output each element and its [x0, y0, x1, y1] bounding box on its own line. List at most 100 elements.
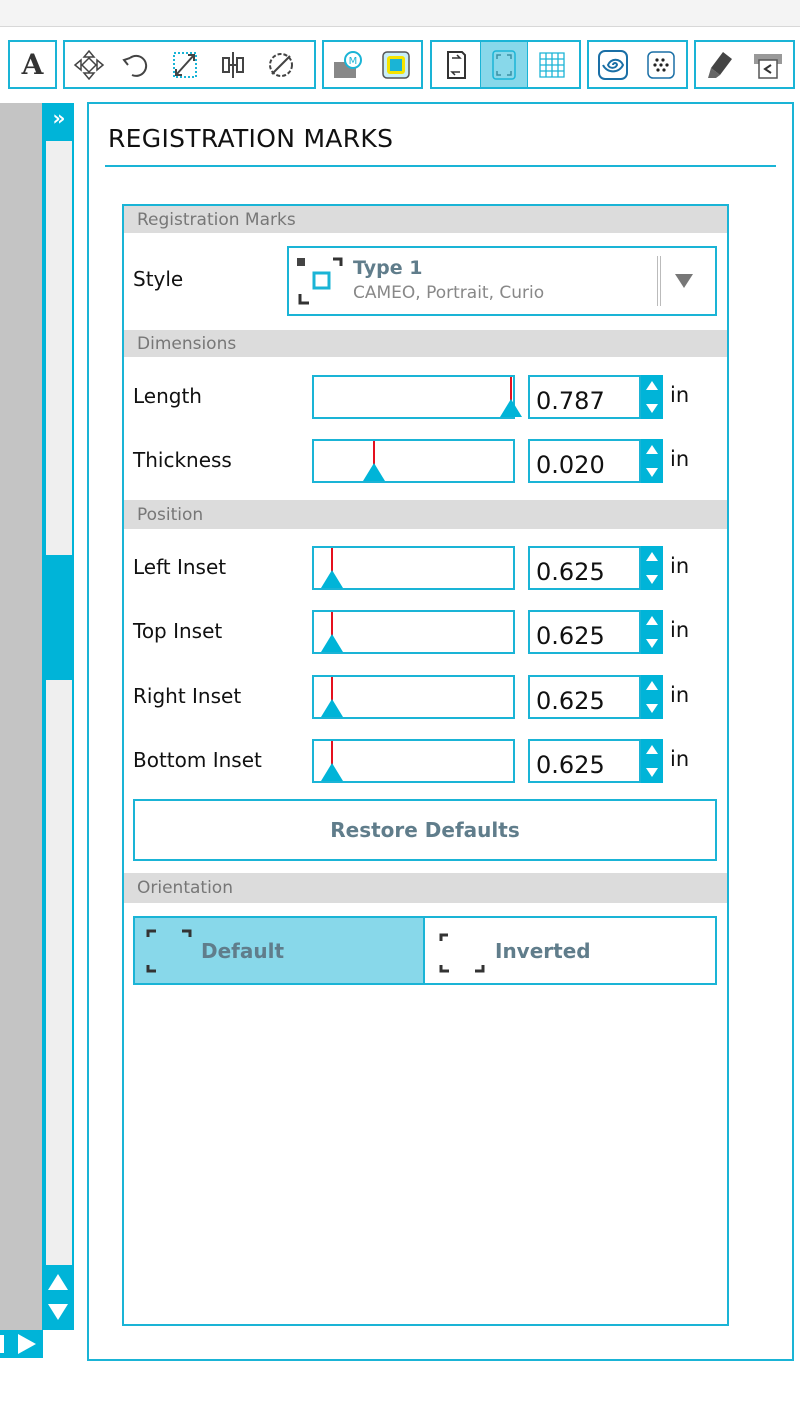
stepper-up-icon[interactable]	[646, 681, 658, 690]
style-dropdown[interactable]: Type 1 CAMEO, Portrait, Curio	[287, 246, 717, 316]
top-inset-stepper[interactable]	[641, 610, 663, 654]
send-to-cutter-icon	[754, 53, 782, 79]
scroll-down-arrow-icon[interactable]	[48, 1304, 68, 1320]
toolbar-group-text: A	[8, 40, 57, 89]
slider-marker	[331, 548, 333, 576]
thickness-input[interactable]: 0.020	[528, 439, 641, 483]
scroll-thumb[interactable]	[42, 555, 74, 680]
top-inset-input[interactable]: 0.625	[528, 610, 641, 654]
length-slider[interactable]	[312, 375, 522, 419]
scroll-track[interactable]	[46, 141, 72, 1265]
bottom-inset-slider[interactable]	[312, 739, 515, 783]
toolbar-group-library: M	[322, 40, 423, 89]
slider-handle[interactable]	[321, 699, 343, 717]
top-inset-label: Top Inset	[133, 619, 223, 643]
library-button[interactable]: M	[324, 42, 372, 87]
section-position: Position	[124, 500, 727, 529]
slider-handle[interactable]	[321, 763, 343, 781]
slider-handle[interactable]	[500, 399, 522, 417]
stepper-down-icon[interactable]	[646, 575, 658, 584]
toolbar-group-send	[694, 40, 795, 89]
move-button[interactable]	[65, 42, 113, 87]
thickness-slider[interactable]	[312, 439, 515, 483]
stepper-up-icon[interactable]	[646, 552, 658, 561]
horizontal-scrollbar[interactable]	[0, 1330, 43, 1358]
bottom-inset-stepper[interactable]	[641, 739, 663, 783]
scale-button[interactable]	[161, 42, 209, 87]
style-selected-title: Type 1	[353, 257, 423, 279]
rotate-button[interactable]	[113, 42, 161, 87]
scroll-left-arrow-icon[interactable]	[0, 1335, 4, 1353]
length-label: Length	[133, 384, 202, 408]
left-inset-slider[interactable]	[312, 546, 515, 590]
thickness-unit: in	[670, 447, 690, 471]
slider-marker	[331, 612, 333, 640]
trace-button[interactable]	[589, 42, 637, 87]
expand-panel-button[interactable]: »	[52, 106, 66, 130]
right-inset-slider[interactable]	[312, 675, 515, 719]
stepper-down-icon[interactable]	[646, 639, 658, 648]
left-inset-unit: in	[670, 554, 690, 578]
left-panel-area	[0, 103, 42, 1331]
dot-pattern-icon	[647, 50, 675, 79]
left-inset-input[interactable]: 0.625	[528, 546, 641, 590]
slider-marker	[373, 441, 375, 469]
offset-button[interactable]	[372, 42, 420, 87]
right-inset-stepper[interactable]	[641, 675, 663, 719]
section-registration-marks: Registration Marks	[124, 206, 727, 233]
registration-marks-icon	[492, 49, 516, 80]
top-inset-slider[interactable]	[312, 610, 515, 654]
settings-box	[122, 204, 729, 1326]
right-inset-unit: in	[670, 683, 690, 707]
slider-handle[interactable]	[321, 570, 343, 588]
stepper-up-icon[interactable]	[646, 381, 658, 390]
dot-pattern-button[interactable]	[637, 42, 685, 87]
send-to-cutter-button[interactable]	[744, 42, 792, 87]
page-setup-button[interactable]	[432, 42, 480, 87]
right-inset-label: Right Inset	[133, 684, 242, 708]
align-button[interactable]	[209, 42, 257, 87]
stepper-up-icon[interactable]	[646, 616, 658, 625]
dropdown-arrow-icon[interactable]	[675, 274, 693, 288]
replicate-icon	[269, 52, 293, 77]
length-unit: in	[670, 383, 690, 407]
scroll-up-arrow-icon[interactable]	[48, 1274, 68, 1290]
window-top-bar	[0, 0, 800, 27]
stepper-up-icon[interactable]	[646, 745, 658, 754]
orientation-default-button[interactable]: Default	[133, 916, 425, 985]
length-stepper[interactable]	[641, 375, 663, 419]
scroll-right-arrow-icon[interactable]	[18, 1334, 36, 1354]
thickness-stepper[interactable]	[641, 439, 663, 483]
type1-mark-icon	[297, 257, 343, 305]
section-orientation: Orientation	[124, 873, 727, 903]
text-icon: A	[21, 48, 44, 81]
replicate-button[interactable]	[257, 42, 305, 87]
right-inset-input[interactable]: 0.625	[528, 675, 641, 719]
stepper-down-icon[interactable]	[646, 768, 658, 777]
left-inset-label: Left Inset	[133, 555, 227, 579]
slider-marker	[331, 677, 333, 705]
grid-icon	[539, 51, 565, 78]
trace-icon	[598, 49, 628, 80]
stepper-down-icon[interactable]	[646, 468, 658, 477]
text-tool-button[interactable]: A	[10, 42, 55, 87]
length-input[interactable]: 0.787	[528, 375, 641, 419]
sketch-pen-icon	[708, 51, 732, 78]
left-inset-stepper[interactable]	[641, 546, 663, 590]
stepper-down-icon[interactable]	[646, 704, 658, 713]
move-icon	[73, 49, 105, 80]
orientation-inverted-label: Inverted	[495, 938, 591, 963]
slider-handle[interactable]	[363, 463, 385, 481]
bottom-inset-input[interactable]: 0.625	[528, 739, 641, 783]
orientation-inverted-button[interactable]: Inverted	[423, 916, 717, 985]
registration-marks-button[interactable]	[480, 42, 528, 87]
inverted-orientation-icon	[439, 933, 485, 972]
grid-button[interactable]	[528, 42, 576, 87]
slider-handle[interactable]	[321, 634, 343, 652]
restore-defaults-button[interactable]: Restore Defaults	[133, 799, 717, 861]
bottom-inset-label: Bottom Inset	[133, 748, 262, 772]
stepper-down-icon[interactable]	[646, 404, 658, 413]
sketch-pen-button[interactable]	[696, 42, 744, 87]
stepper-up-icon[interactable]	[646, 445, 658, 454]
offset-icon	[382, 50, 410, 79]
